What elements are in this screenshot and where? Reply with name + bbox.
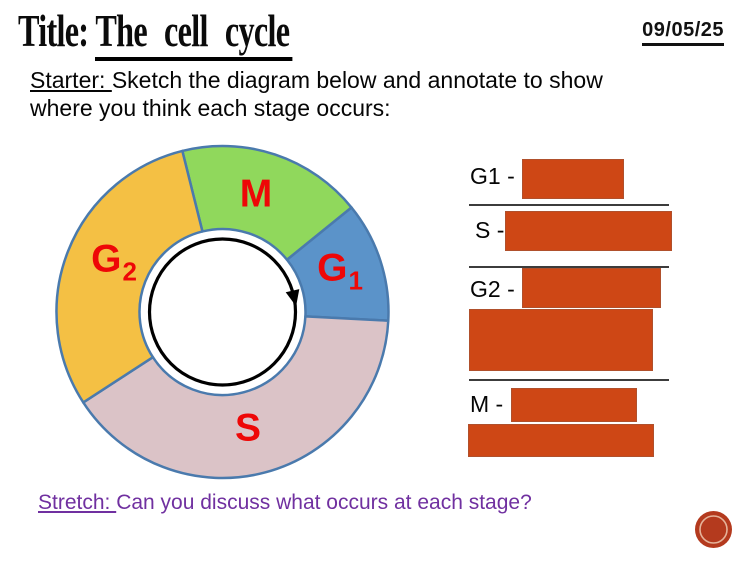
- cell-cycle-donut-svg: [55, 144, 390, 480]
- segment-g2: [55, 149, 204, 404]
- stage-label-g2: G2: [91, 237, 137, 287]
- redaction-box-m-2: [468, 424, 654, 457]
- stage-label-g1: G1: [317, 246, 363, 296]
- title-prefix: Title:: [18, 5, 89, 56]
- separator-line-3: [469, 379, 669, 381]
- stretch-text: Stretch: Can you discuss what occurs at …: [38, 491, 532, 515]
- stamp-ring: [699, 515, 728, 544]
- segment-m: [181, 144, 353, 262]
- redaction-box-g2-2: [469, 309, 653, 371]
- starter-label: Starter:: [30, 67, 112, 93]
- page-title: Title: The cell cycle: [18, 4, 293, 61]
- answer-label-g2: G2 -: [470, 276, 515, 302]
- answer-label-s: S -: [475, 217, 505, 243]
- title-text: The cell cycle: [95, 5, 293, 61]
- redaction-box-g2-1: [522, 268, 661, 308]
- separator-line-1: [469, 204, 669, 206]
- redaction-box-s-1: [505, 211, 672, 251]
- cell-cycle-diagram: M G1 S G2: [30, 120, 415, 505]
- answer-label-m: M -: [470, 391, 504, 417]
- starter-text: Starter: Sketch the diagram below and an…: [30, 66, 603, 122]
- stage-label-s: S: [234, 406, 262, 450]
- segment-s: [82, 315, 390, 480]
- stretch-question: Can you discuss what occurs at each stag…: [116, 491, 532, 514]
- cycle-arrow-circle: [147, 237, 298, 387]
- stage-label-m: M: [239, 172, 273, 216]
- redaction-box-m-1: [511, 388, 637, 422]
- cycle-arrowhead-icon: [285, 289, 300, 307]
- answer-label-g1: G1 -: [470, 163, 515, 189]
- separator-line-2: [469, 266, 669, 268]
- date-text: 09/05/25: [642, 19, 724, 46]
- stamp-icon: [695, 511, 732, 548]
- redaction-box-g1-1: [522, 159, 624, 199]
- starter-line1: Sketch the diagram below and annotate to…: [111, 67, 603, 93]
- stretch-label: Stretch:: [38, 491, 117, 514]
- starter-line2: where you think each stage occurs:: [30, 95, 391, 121]
